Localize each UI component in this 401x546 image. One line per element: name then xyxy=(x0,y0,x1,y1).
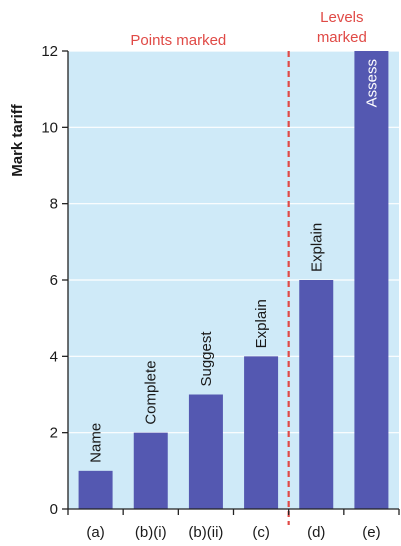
y-tick-label: 6 xyxy=(50,272,58,289)
x-category-label: (c) xyxy=(252,524,270,541)
x-category-labels: (a) (b)(i) (b)(ii) (c) (d) (e) xyxy=(86,524,380,541)
x-category-label: (d) xyxy=(307,524,325,541)
x-category-label: (b)(ii) xyxy=(188,524,223,541)
bar-label: Suggest xyxy=(198,331,215,387)
bar xyxy=(244,356,279,509)
x-category-label: (b)(i) xyxy=(135,524,167,541)
bar-label: Complete xyxy=(143,360,160,424)
y-tick-label: 2 xyxy=(50,425,58,442)
region-label: Levels xyxy=(320,9,363,26)
axes xyxy=(62,50,400,515)
y-axis-label: Mark tariff xyxy=(9,103,26,177)
y-tick-label: 12 xyxy=(41,43,58,60)
bar xyxy=(78,470,113,509)
bar-labels: Name Complete Suggest Explain Explain Assess xyxy=(88,59,381,463)
bars xyxy=(78,51,389,509)
bar-label: Name xyxy=(88,423,105,463)
bar xyxy=(133,432,168,509)
bar xyxy=(299,280,334,509)
bar-label: Explain xyxy=(253,299,270,348)
bar-label: Explain xyxy=(308,223,325,272)
y-tick-labels: 0 2 4 6 8 10 12 xyxy=(41,43,58,518)
x-category-label: (a) xyxy=(86,524,104,541)
y-tick-label: 4 xyxy=(50,348,58,365)
region-label: marked xyxy=(317,29,367,46)
y-tick-label: 8 xyxy=(50,196,58,213)
bar xyxy=(188,394,223,509)
region-labels: Points marked Levels marked xyxy=(130,9,366,49)
bar xyxy=(354,51,389,509)
y-tick-label: 0 xyxy=(50,501,58,518)
x-category-label: (e) xyxy=(362,524,380,541)
bar-label: Assess xyxy=(363,59,380,107)
y-tick-label: 10 xyxy=(41,119,58,136)
region-label: Points marked xyxy=(130,32,226,49)
grid-lines xyxy=(68,50,399,434)
